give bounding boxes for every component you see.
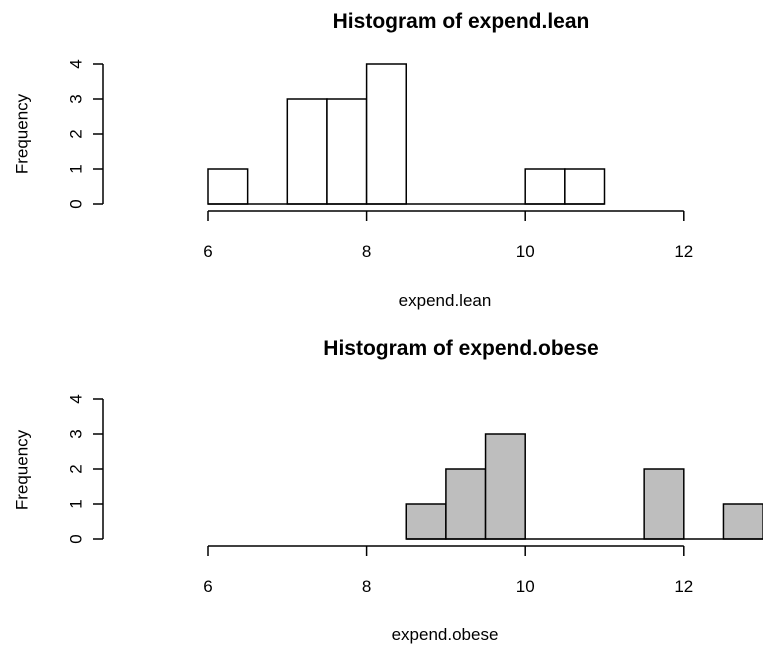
y-tick-label: 3: [67, 429, 86, 438]
y-tick-label: 1: [67, 164, 86, 173]
y-axis-label: Frequency: [13, 93, 32, 174]
x-tick-label: 8: [362, 242, 371, 261]
chart-title: Histogram of expend.lean: [333, 10, 590, 33]
y-tick-label: 4: [67, 59, 86, 68]
y-tick-label: 4: [67, 394, 86, 403]
histogram-bar: [326, 98, 368, 205]
histogram-bar: [207, 168, 249, 205]
x-tick-label: 12: [674, 577, 693, 596]
y-tick-label: 0: [67, 199, 86, 208]
y-axis-label: Frequency: [13, 429, 32, 510]
x-axis-label: expend.obese: [392, 625, 499, 644]
x-tick-label: 8: [362, 577, 371, 596]
histogram-bar: [405, 503, 447, 540]
y-tick-label: 0: [67, 534, 86, 543]
x-tick-label: 10: [516, 577, 535, 596]
x-axis-label: expend.lean: [399, 291, 492, 310]
x-tick-label: 6: [203, 577, 212, 596]
x-tick-label: 6: [203, 242, 212, 261]
y-tick-label: 2: [67, 129, 86, 138]
histogram-bar: [484, 433, 526, 540]
histogram-bar: [722, 503, 763, 540]
x-tick-label: 10: [516, 242, 535, 261]
histogram-bar: [524, 168, 566, 205]
histogram-bar: [643, 468, 685, 540]
chart-title: Histogram of expend.obese: [323, 337, 598, 360]
histogram-bar: [365, 63, 408, 205]
y-tick-label: 1: [67, 499, 86, 508]
x-tick-label: 12: [674, 242, 693, 261]
y-tick-label: 3: [67, 94, 86, 103]
histogram-bar: [286, 98, 328, 205]
histogram-bar: [445, 468, 487, 540]
histogram-bar: [564, 168, 606, 205]
y-tick-label: 2: [67, 464, 86, 473]
